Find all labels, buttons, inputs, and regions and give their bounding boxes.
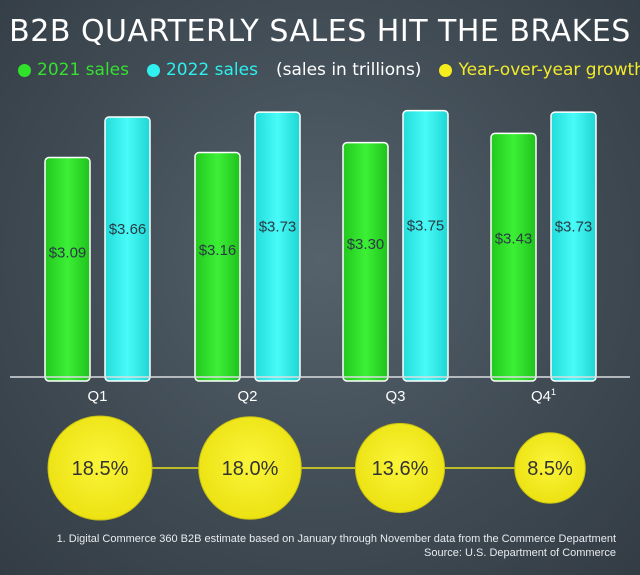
growth-bubbles-layer: 18.5% 18.0% 13.6% 8.5% <box>47 415 586 521</box>
bar-value-label-2021-q2: $3.16 <box>199 242 237 259</box>
bar-2021-q1 <box>44 156 91 382</box>
x-tick-superscript-q4: 1 <box>551 387 556 397</box>
x-axis-labels: Q1 Q2 Q3 Q41 <box>87 387 556 405</box>
bar-2022-q2 <box>254 111 301 382</box>
legend-item-growth: Year-over-year growth <box>439 60 640 80</box>
growth-bubble-q4 <box>514 432 586 504</box>
growth-bubble-q1 <box>47 415 153 521</box>
bar-2021-q4 <box>490 132 537 382</box>
bar-value-label-2022-q1: $3.66 <box>109 221 147 238</box>
bar-value-label-2021-q3: $3.30 <box>347 236 385 253</box>
x-tick-label-q1: Q1 <box>87 388 107 405</box>
legend-unit-note: (sales in trillions) <box>275 60 422 80</box>
growth-bubble-q3 <box>354 422 446 514</box>
footnote-source: Source: U.S. Department of Commerce <box>424 547 616 559</box>
bar-2022-q3 <box>402 109 449 382</box>
legend-label-2021: 2021 sales <box>37 60 129 80</box>
growth-label-q1: 18.5% <box>72 458 129 480</box>
bar-2022-q4 <box>550 111 597 382</box>
legend-dot-2022 <box>146 63 160 77</box>
x-tick-label-q2: Q2 <box>237 388 257 405</box>
bar-value-label-2021-q4: $3.43 <box>495 231 533 248</box>
bar-value-label-2022-q4: $3.73 <box>555 218 593 235</box>
bar-2022-q1 <box>104 116 151 382</box>
bars-layer: $3.09 $3.66 $3.16 $3.73 $3.30 $3.75 $3.43 $3.73 <box>44 109 597 382</box>
chart-title: B2B QUARTERLY SALES HIT THE BRAKES <box>9 14 631 49</box>
x-tick-label-q3: Q3 <box>385 388 405 405</box>
legend-item-2022: 2022 sales <box>146 60 258 80</box>
growth-label-q2: 18.0% <box>222 458 279 480</box>
footnote: 1. Digital Commerce 360 B2B estimate bas… <box>57 532 616 560</box>
footnote-note: 1. Digital Commerce 360 B2B estimate bas… <box>56 533 616 545</box>
legend-dot-growth <box>439 63 453 77</box>
bar-2021-q3 <box>342 141 389 382</box>
legend: 2021 sales 2022 sales (sales in trillion… <box>18 60 640 80</box>
bar-value-label-2022-q3: $3.75 <box>407 218 445 235</box>
legend-item-2021: 2021 sales <box>18 60 129 80</box>
bar-value-label-2021-q1: $3.09 <box>49 245 87 262</box>
growth-label-q3: 13.6% <box>372 458 429 480</box>
bar-2021-q2 <box>194 151 241 382</box>
legend-label-2022: 2022 sales <box>165 60 258 80</box>
growth-bubble-q2 <box>198 416 302 520</box>
bar-value-label-2022-q2: $3.73 <box>259 218 297 235</box>
x-tick-label-q4: Q41 <box>531 387 556 405</box>
legend-dot-2021 <box>18 63 31 77</box>
growth-label-q4: 8.5% <box>527 458 573 480</box>
legend-label-growth: Year-over-year growth <box>458 60 640 80</box>
